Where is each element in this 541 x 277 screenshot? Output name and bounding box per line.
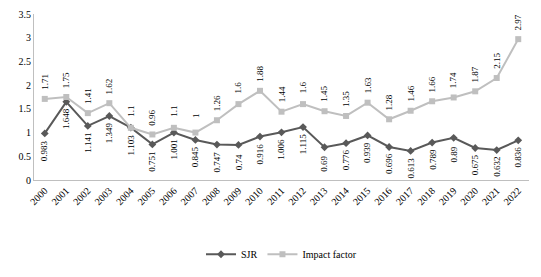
svg-text:1.26: 1.26 xyxy=(212,95,222,111)
svg-text:1.141: 1.141 xyxy=(83,132,93,152)
svg-text:2005: 2005 xyxy=(135,185,157,207)
svg-text:3: 3 xyxy=(26,32,31,43)
svg-text:2006: 2006 xyxy=(157,185,179,207)
svg-text:2001: 2001 xyxy=(49,185,71,207)
svg-text:0.675: 0.675 xyxy=(470,154,480,175)
svg-text:1.41: 1.41 xyxy=(83,88,93,104)
svg-text:0.747: 0.747 xyxy=(212,152,222,173)
svg-text:3.5: 3.5 xyxy=(19,9,32,20)
svg-text:2.5: 2.5 xyxy=(19,56,32,67)
svg-text:2021: 2021 xyxy=(480,185,502,207)
svg-text:2003: 2003 xyxy=(92,185,114,207)
svg-text:2010: 2010 xyxy=(243,185,265,207)
svg-text:1.87: 1.87 xyxy=(470,66,480,82)
svg-text:1.35: 1.35 xyxy=(341,91,351,107)
svg-text:SJR: SJR xyxy=(241,249,257,260)
svg-text:2017: 2017 xyxy=(394,185,416,207)
svg-text:0.632: 0.632 xyxy=(492,157,502,177)
svg-text:1.5: 1.5 xyxy=(19,103,32,114)
svg-text:2: 2 xyxy=(26,80,31,91)
svg-text:0.89: 0.89 xyxy=(449,146,459,162)
svg-text:1.66: 1.66 xyxy=(427,76,437,92)
svg-text:1.46: 1.46 xyxy=(406,85,416,101)
svg-text:1.115: 1.115 xyxy=(298,134,308,154)
svg-text:1: 1 xyxy=(191,113,201,118)
svg-text:2009: 2009 xyxy=(221,185,243,207)
svg-text:2007: 2007 xyxy=(178,185,200,207)
svg-text:0.836: 0.836 xyxy=(513,147,523,168)
svg-text:1.1: 1.1 xyxy=(169,105,179,116)
svg-text:0.939: 0.939 xyxy=(362,142,372,163)
svg-text:1.28: 1.28 xyxy=(384,94,394,110)
svg-text:2022: 2022 xyxy=(501,185,523,207)
svg-text:1.6: 1.6 xyxy=(233,82,243,94)
svg-text:1.88: 1.88 xyxy=(255,66,265,82)
svg-text:0: 0 xyxy=(26,175,31,186)
svg-text:1.62: 1.62 xyxy=(104,79,114,95)
svg-text:2000: 2000 xyxy=(28,185,50,207)
svg-text:1.74: 1.74 xyxy=(448,72,458,88)
svg-text:1.63: 1.63 xyxy=(363,77,373,93)
svg-text:1.1: 1.1 xyxy=(126,105,136,116)
svg-text:2016: 2016 xyxy=(372,185,394,207)
svg-text:0.5: 0.5 xyxy=(19,151,32,162)
svg-text:0.74: 0.74 xyxy=(234,154,244,170)
svg-text:1.006: 1.006 xyxy=(276,139,286,160)
svg-text:Impact factor: Impact factor xyxy=(302,249,356,260)
svg-text:0.983: 0.983 xyxy=(39,140,49,161)
svg-text:2008: 2008 xyxy=(200,185,222,207)
svg-text:2020: 2020 xyxy=(458,185,480,207)
svg-text:0.96: 0.96 xyxy=(147,110,157,126)
svg-text:1.349: 1.349 xyxy=(104,123,114,144)
svg-text:0.776: 0.776 xyxy=(341,150,351,171)
svg-text:1.45: 1.45 xyxy=(319,86,329,102)
svg-text:1.6: 1.6 xyxy=(298,81,308,93)
svg-text:1: 1 xyxy=(26,127,31,138)
svg-text:1.71: 1.71 xyxy=(40,74,50,90)
svg-text:2014: 2014 xyxy=(329,185,351,207)
svg-text:1.001: 1.001 xyxy=(169,139,179,159)
svg-text:1.75: 1.75 xyxy=(61,72,71,88)
svg-text:2019: 2019 xyxy=(437,185,459,207)
svg-text:1.648: 1.648 xyxy=(61,108,71,129)
svg-text:2004: 2004 xyxy=(114,185,136,207)
svg-text:0.613: 0.613 xyxy=(406,158,416,179)
svg-text:0.751: 0.751 xyxy=(147,152,157,172)
svg-text:0.789: 0.789 xyxy=(428,149,438,170)
svg-text:2.15: 2.15 xyxy=(492,53,502,69)
svg-text:2.97: 2.97 xyxy=(513,14,523,30)
svg-text:2018: 2018 xyxy=(415,185,437,207)
svg-text:2002: 2002 xyxy=(71,185,93,207)
svg-text:1.44: 1.44 xyxy=(277,86,287,102)
svg-text:0.696: 0.696 xyxy=(384,153,394,174)
svg-text:0.69: 0.69 xyxy=(319,156,329,172)
svg-text:1.103: 1.103 xyxy=(126,135,136,156)
svg-text:2011: 2011 xyxy=(265,185,287,207)
svg-text:0.845: 0.845 xyxy=(190,147,200,168)
svg-text:2012: 2012 xyxy=(286,185,308,207)
svg-text:2013: 2013 xyxy=(308,185,330,207)
svg-text:0.916: 0.916 xyxy=(255,144,265,165)
svg-text:2015: 2015 xyxy=(351,185,373,207)
